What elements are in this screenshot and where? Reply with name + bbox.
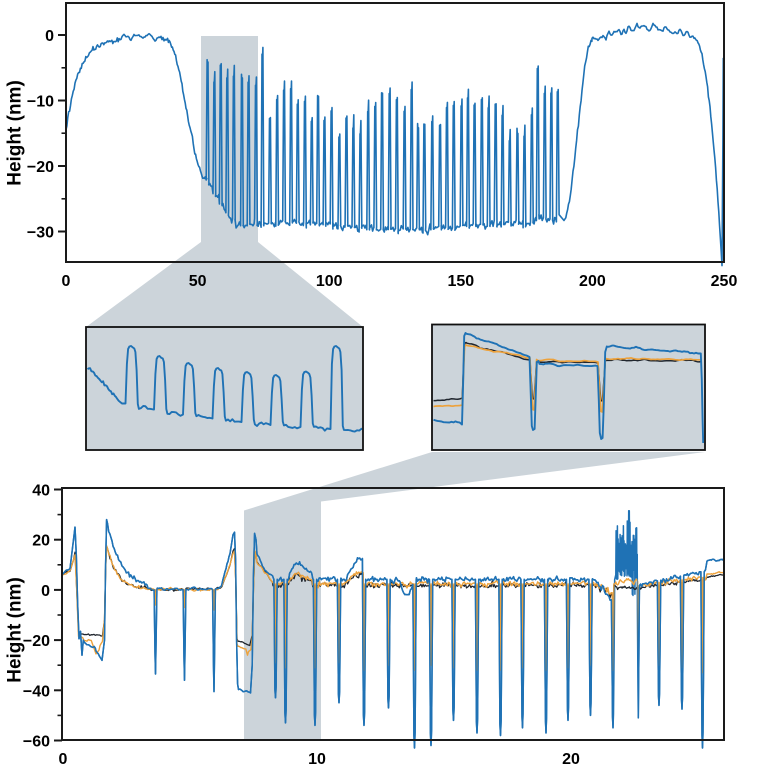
svg-text:250: 250 <box>711 273 738 290</box>
svg-text:40: 40 <box>32 483 50 500</box>
svg-text:−10: −10 <box>27 94 54 111</box>
svg-text:0: 0 <box>59 751 68 768</box>
svg-text:200: 200 <box>579 273 606 290</box>
svg-text:−40: −40 <box>23 683 50 700</box>
svg-text:50: 50 <box>189 273 207 290</box>
svg-text:Height (nm): Height (nm) <box>5 577 26 683</box>
svg-text:0: 0 <box>45 28 54 45</box>
svg-text:−30: −30 <box>27 225 54 242</box>
svg-text:Height (nm): Height (nm) <box>5 80 26 186</box>
svg-text:0: 0 <box>41 583 50 600</box>
svg-text:20: 20 <box>32 533 50 550</box>
svg-text:0: 0 <box>62 273 71 290</box>
svg-text:100: 100 <box>316 273 343 290</box>
svg-text:−20: −20 <box>23 633 50 650</box>
svg-text:−20: −20 <box>27 159 54 176</box>
svg-text:10: 10 <box>308 751 326 768</box>
svg-text:20: 20 <box>562 751 580 768</box>
svg-text:−60: −60 <box>23 734 50 751</box>
svg-text:150: 150 <box>447 273 474 290</box>
